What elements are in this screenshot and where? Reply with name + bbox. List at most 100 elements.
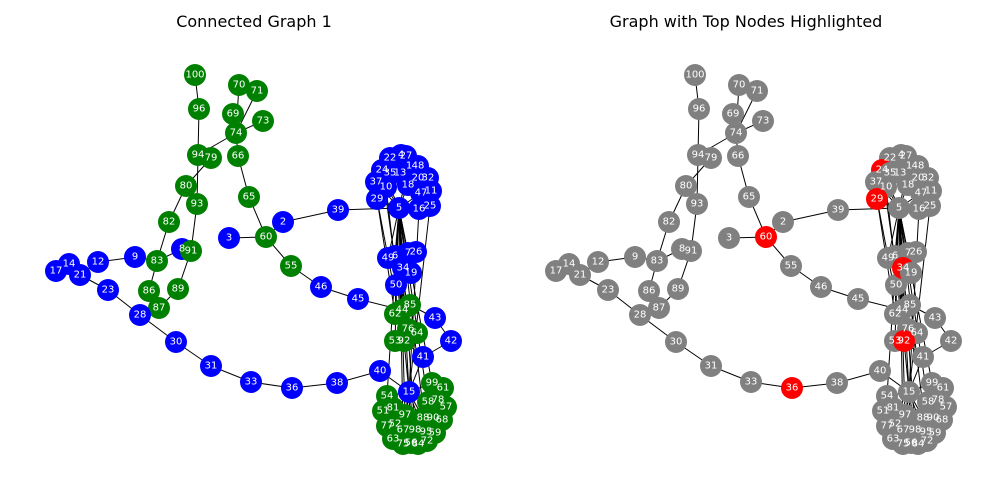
right-node-label-77: 77 — [881, 421, 894, 432]
right-node-label-67: 67 — [897, 425, 910, 436]
left-node-label-26: 26 — [410, 247, 423, 258]
left-node-46 — [310, 276, 332, 298]
right-node-74 — [725, 122, 747, 144]
right-node-label-7: 7 — [905, 248, 911, 259]
left-node-28 — [129, 304, 151, 326]
right-node-label-36: 36 — [786, 383, 799, 394]
left-node-label-88: 88 — [417, 413, 430, 424]
left-edge-25-15 — [408, 205, 431, 393]
right-node-2 — [772, 211, 794, 233]
right-node-label-12: 12 — [592, 257, 605, 268]
left-node-label-4: 4 — [398, 150, 404, 161]
left-node-label-3: 3 — [226, 233, 232, 244]
right-node-19 — [900, 262, 922, 284]
left-node-label-72: 72 — [421, 436, 434, 447]
left-node-label-56: 56 — [405, 438, 418, 449]
left-node-label-90: 90 — [427, 413, 440, 424]
left-node-86 — [138, 280, 160, 302]
left-node-label-27: 27 — [400, 151, 413, 162]
left-node-31 — [200, 355, 222, 377]
right-node-label-17: 17 — [550, 266, 563, 277]
right-node-92 — [893, 330, 915, 352]
right-node-label-37: 37 — [870, 177, 883, 188]
right-node-86 — [638, 280, 660, 302]
right-node-label-21: 21 — [574, 270, 587, 281]
left-node-41 — [412, 346, 434, 368]
right-node-label-45: 45 — [852, 294, 865, 305]
right-node-23 — [597, 279, 619, 301]
left-node-label-87: 87 — [153, 303, 166, 314]
left-node-label-13: 13 — [394, 168, 407, 179]
right-node-label-90: 90 — [927, 413, 940, 424]
right-node-73 — [752, 110, 774, 132]
left-node-label-78: 78 — [432, 395, 445, 406]
left-node-label-1: 1 — [406, 161, 412, 172]
right-node-50 — [885, 274, 907, 296]
right-node-label-74: 74 — [730, 128, 743, 139]
left-node-label-66: 66 — [232, 151, 245, 162]
right-node-15 — [898, 381, 920, 403]
left-node-36 — [281, 377, 303, 399]
right-node-29 — [866, 188, 888, 210]
right-node-label-100: 100 — [685, 70, 704, 81]
left-node-93 — [186, 193, 208, 215]
left-node-label-40: 40 — [374, 366, 387, 377]
right-node-label-76: 76 — [902, 324, 915, 335]
left-node-72 — [416, 430, 438, 452]
right-node-label-18: 18 — [902, 180, 915, 191]
left-node-91 — [180, 240, 202, 262]
left-node-2 — [272, 211, 294, 233]
right-node-41 — [912, 346, 934, 368]
left-node-label-50: 50 — [390, 280, 403, 291]
right-node-label-63: 63 — [887, 434, 900, 445]
right-node-label-6: 6 — [892, 251, 898, 262]
right-node-label-23: 23 — [602, 285, 615, 296]
right-node-45 — [847, 288, 869, 310]
left-node-label-31: 31 — [205, 361, 218, 372]
left-node-label-82: 82 — [163, 217, 176, 228]
left-node-40 — [369, 360, 391, 382]
right-node-label-81: 81 — [887, 403, 900, 414]
right-node-label-25: 25 — [924, 201, 937, 212]
left-node-66 — [227, 145, 249, 167]
right-node-label-70: 70 — [733, 80, 746, 91]
right-node-label-27: 27 — [900, 151, 913, 162]
right-node-label-93: 93 — [691, 199, 704, 210]
left-node-29 — [366, 188, 388, 210]
right-node-label-35: 35 — [884, 168, 897, 179]
left-node-9 — [124, 246, 146, 268]
left-node-label-93: 93 — [191, 199, 204, 210]
right-node-label-56: 56 — [905, 438, 918, 449]
right-node-label-54: 54 — [881, 391, 894, 402]
right-node-label-34: 34 — [897, 263, 910, 274]
left-node-label-36: 36 — [286, 383, 299, 394]
left-node-71 — [246, 80, 268, 102]
right-node-label-96: 96 — [693, 104, 706, 115]
left-node-label-71: 71 — [251, 86, 264, 97]
left-node-label-79: 79 — [205, 153, 218, 164]
left-node-label-39: 39 — [332, 205, 345, 216]
right-node-label-86: 86 — [643, 286, 656, 297]
left-node-label-44: 44 — [396, 305, 409, 316]
right-node-label-24: 24 — [876, 165, 889, 176]
right-node-96 — [688, 98, 710, 120]
left-node-label-41: 41 — [417, 352, 430, 363]
left-node-83 — [146, 250, 168, 272]
right-node-label-22: 22 — [884, 153, 897, 164]
right-node-label-26: 26 — [910, 247, 923, 258]
left-node-label-42: 42 — [445, 336, 458, 347]
left-node-label-34: 34 — [397, 263, 410, 274]
right-node-label-62: 62 — [889, 309, 902, 320]
right-node-36 — [781, 377, 803, 399]
left-node-label-81: 81 — [387, 403, 400, 414]
right-node-62 — [884, 303, 906, 325]
right-node-label-16: 16 — [913, 204, 926, 215]
left-node-label-86: 86 — [143, 286, 156, 297]
left-node-label-22: 22 — [384, 153, 397, 164]
left-node-label-58: 58 — [422, 397, 435, 408]
left-node-23 — [97, 279, 119, 301]
right-node-60 — [755, 226, 777, 248]
left-node-label-21: 21 — [74, 270, 87, 281]
